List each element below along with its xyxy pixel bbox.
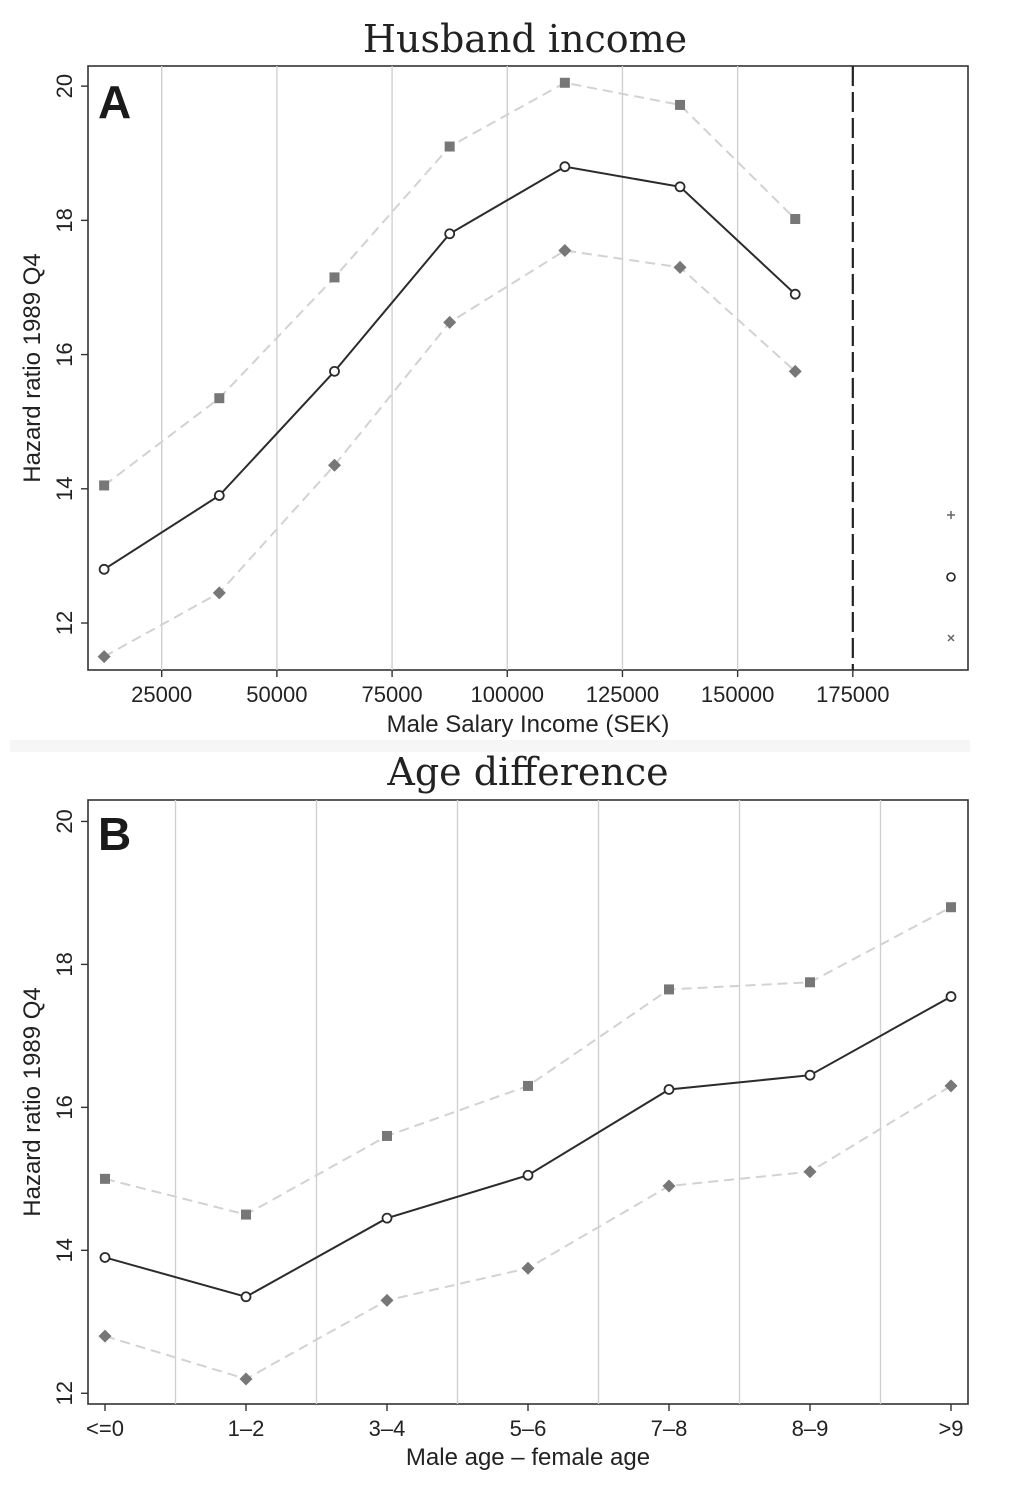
data-point-upper xyxy=(790,214,801,225)
x-tick-label: <=0 xyxy=(86,1416,124,1441)
x-tick-label: 5–6 xyxy=(510,1416,547,1441)
panel-b-y-label: Hazard ratio 1989 Q4 xyxy=(19,987,46,1216)
panel-a-letter: A xyxy=(98,76,131,128)
panel-a-series xyxy=(97,77,802,664)
data-point-lower xyxy=(803,1165,817,1179)
x-tick-label: 75000 xyxy=(361,682,422,707)
x-tick-label: 150000 xyxy=(701,682,774,707)
data-point-lower xyxy=(788,364,802,378)
panel-b-x-label: Male age – female age xyxy=(406,1444,650,1471)
data-point-estimate xyxy=(98,563,110,575)
x-tick-label: >9 xyxy=(938,1416,963,1441)
circle-marker xyxy=(946,572,956,582)
data-point-upper xyxy=(664,984,674,995)
data-point-upper xyxy=(675,99,686,110)
y-tick-label: 16 xyxy=(52,1095,77,1119)
data-point-lower xyxy=(98,1329,112,1343)
panel-b-grid xyxy=(174,800,882,1404)
y-tick-label: 12 xyxy=(52,1381,77,1405)
panel-a: Husband income A 12 14 16 18 20 25000 50000 75… xyxy=(19,17,969,738)
series-line-estimate xyxy=(103,165,796,571)
data-point-lower xyxy=(380,1293,394,1307)
series-line-lower xyxy=(104,1085,952,1381)
data-point-estimate xyxy=(559,161,571,173)
data-point-lower xyxy=(327,458,341,472)
data-point-upper xyxy=(99,480,110,491)
data-point-lower xyxy=(97,650,111,664)
x-tick-label: 175000 xyxy=(816,682,889,707)
x-tick-label: 125000 xyxy=(586,682,659,707)
panel-b: Age difference B 12 14 16 18 20 <=0 1–2 3–4 5–6… xyxy=(19,750,969,1471)
data-point-estimate xyxy=(444,228,456,240)
series-line-upper xyxy=(104,906,952,1216)
x-tick-label: 3–4 xyxy=(369,1416,406,1441)
panel-a-y-label: Hazard ratio 1989 Q4 xyxy=(19,253,46,482)
y-tick-label: 20 xyxy=(52,74,77,98)
data-point-estimate xyxy=(329,365,340,377)
x-tick-label: 25000 xyxy=(131,682,192,707)
y-tick-label: 12 xyxy=(52,611,77,635)
x-tick-label: 8–9 xyxy=(792,1416,829,1441)
data-point-upper xyxy=(100,1173,110,1184)
panel-b-x-ticks: <=0 1–2 3–4 5–6 7–8 8–9 >9 xyxy=(86,1404,964,1441)
x-tick-label: 1–2 xyxy=(228,1416,265,1441)
data-point-lower xyxy=(239,1372,253,1386)
data-point-upper xyxy=(805,977,815,988)
data-point-upper xyxy=(444,141,455,152)
x-tick-label: 100000 xyxy=(471,682,544,707)
x-marker-b xyxy=(947,634,955,642)
panel-a-grid xyxy=(161,66,739,670)
data-point-estimate xyxy=(674,181,686,193)
data-point-lower xyxy=(944,1079,958,1093)
data-point-estimate xyxy=(381,1212,393,1224)
data-point-upper xyxy=(946,902,956,913)
panel-b-plot-frame xyxy=(87,799,969,1405)
panel-a-legend-markers xyxy=(946,511,956,642)
panel-a-y-ticks: 12 14 16 18 20 xyxy=(52,74,88,635)
data-point-lower xyxy=(558,244,572,258)
data-point-upper xyxy=(214,393,225,404)
data-point-estimate xyxy=(99,1252,111,1263)
data-point-estimate xyxy=(663,1084,675,1095)
data-point-estimate xyxy=(945,991,957,1002)
panel-b-y-ticks: 12 14 16 18 20 xyxy=(52,809,88,1406)
data-point-upper xyxy=(329,272,340,283)
panel-a-title: Husband income xyxy=(363,17,687,61)
data-point-estimate xyxy=(804,1069,816,1081)
series-line-lower xyxy=(103,249,796,658)
data-point-estimate xyxy=(240,1291,252,1303)
panel-a-plot-frame xyxy=(87,65,969,671)
data-point-upper xyxy=(523,1080,533,1091)
panel-a-x-ticks: 25000 50000 75000 100000 125000 150000 175000 xyxy=(131,670,890,707)
data-point-estimate xyxy=(522,1169,534,1181)
data-point-lower xyxy=(212,586,226,600)
data-point-upper xyxy=(382,1130,392,1141)
data-point-estimate xyxy=(789,288,801,300)
y-tick-label: 16 xyxy=(52,342,77,366)
y-tick-label: 20 xyxy=(52,809,77,833)
panel-b-series xyxy=(98,902,958,1386)
data-point-lower xyxy=(662,1179,676,1193)
series-line-estimate xyxy=(104,995,952,1298)
data-point-upper xyxy=(241,1209,251,1220)
y-tick-label: 14 xyxy=(52,477,77,501)
data-point-lower xyxy=(521,1261,535,1275)
y-tick-label: 14 xyxy=(52,1238,77,1262)
panel-separator xyxy=(10,740,970,752)
x-tick-label: 50000 xyxy=(246,682,307,707)
data-point-estimate xyxy=(213,490,225,501)
y-tick-label: 18 xyxy=(52,952,77,976)
panel-a-x-label: Male Salary Income (SEK) xyxy=(387,711,670,738)
x-tick-label: 7–8 xyxy=(651,1416,688,1441)
data-point-lower xyxy=(443,315,457,329)
data-point-upper xyxy=(559,77,570,88)
panel-b-letter: B xyxy=(98,808,131,860)
panel-b-title: Age difference xyxy=(386,750,668,794)
data-point-lower xyxy=(673,260,687,274)
y-tick-label: 18 xyxy=(52,208,77,232)
